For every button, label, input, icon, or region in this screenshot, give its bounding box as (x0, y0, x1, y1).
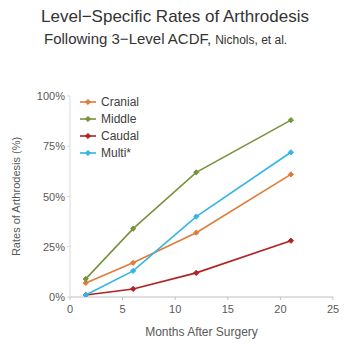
x-tick (227, 297, 228, 300)
series-line (86, 174, 291, 283)
x-tick (333, 297, 334, 300)
data-point (288, 238, 293, 243)
data-point (288, 118, 293, 123)
subtitle: Following 3−Level ACDF, (44, 30, 211, 47)
data-point (194, 214, 199, 219)
legend-marker (85, 133, 90, 138)
y-tick (67, 246, 70, 247)
data-point (288, 172, 293, 177)
x-tick-label: 5 (120, 303, 126, 315)
annotation: Nichols, et al. (215, 33, 287, 47)
data-point (83, 276, 88, 281)
legend-label: Middle (101, 112, 137, 126)
y-tick-label: 75% (43, 140, 65, 152)
y-tick-label: 100% (37, 90, 65, 102)
data-point (194, 270, 199, 275)
x-tick-label: 25 (327, 303, 339, 315)
legend: Cranial Middle Caudal Multi* (80, 95, 139, 160)
series-line (86, 120, 291, 279)
y-tick (67, 96, 70, 97)
y-tick-label: 25% (43, 241, 65, 253)
x-axis-label: Months After Surgery (145, 325, 258, 339)
series-line (86, 152, 291, 295)
series-line (86, 241, 291, 295)
y-axis-label: Rates of Arthrodesis (%) (10, 137, 22, 256)
legend-label: Cranial (101, 95, 139, 109)
y-tick (67, 146, 70, 147)
x-tick-label: 0 (67, 303, 73, 315)
data-point (194, 170, 199, 175)
x-tick (122, 297, 123, 300)
chart-svg: Level−Specific Rates of Arthrodesis Follo… (0, 0, 350, 350)
y-tick-label: 0% (49, 291, 65, 303)
x-tick-label: 20 (274, 303, 286, 315)
data-point (131, 268, 136, 273)
plot-area (83, 118, 293, 297)
legend-label: Caudal (101, 129, 139, 143)
x-axis-line (70, 297, 333, 298)
x-tick (280, 297, 281, 300)
legend-marker (85, 150, 90, 155)
data-point (131, 260, 136, 265)
data-point (131, 286, 136, 291)
legend-marker (85, 99, 90, 104)
y-tick (67, 196, 70, 197)
data-point (131, 226, 136, 231)
legend-label: Multi* (101, 146, 131, 160)
x-tick-label: 10 (169, 303, 181, 315)
data-point (83, 292, 88, 297)
chart-container: Level−Specific Rates of Arthrodesis Follo… (0, 0, 350, 350)
x-tick-label: 15 (222, 303, 234, 315)
x-tick (175, 297, 176, 300)
y-tick (67, 297, 70, 298)
legend-marker (85, 116, 90, 121)
data-point (288, 150, 293, 155)
data-point (83, 292, 88, 297)
data-point (194, 230, 199, 235)
y-tick-label: 50% (43, 191, 65, 203)
title: Level−Specific Rates of Arthrodesis (41, 7, 309, 26)
